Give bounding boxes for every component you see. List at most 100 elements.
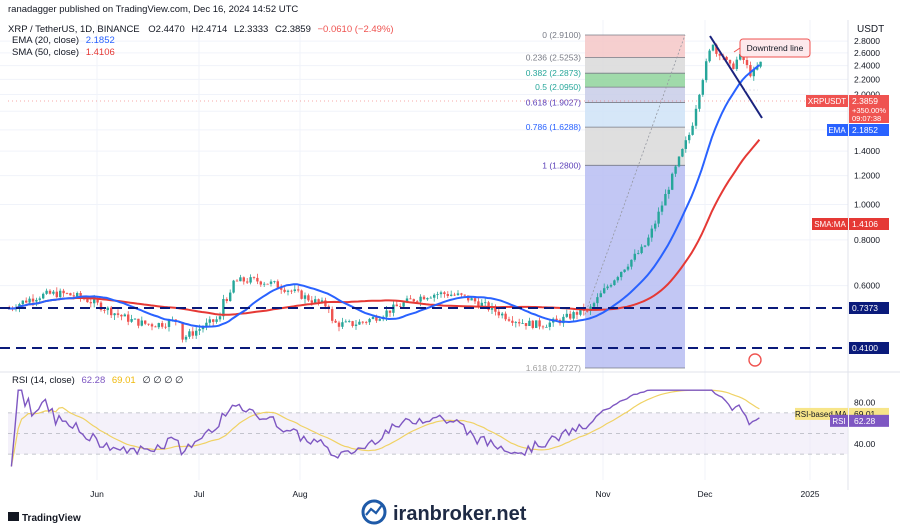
candle-body xyxy=(528,320,531,326)
candle-body xyxy=(225,299,228,302)
candle-body xyxy=(184,336,188,340)
tradingview-logo[interactable]: TradingView xyxy=(8,512,81,524)
fib-zone xyxy=(585,57,685,74)
candle-body xyxy=(521,323,524,324)
tradingview-brand: TradingView xyxy=(22,513,81,524)
candle-body xyxy=(507,319,511,321)
candle-body xyxy=(752,69,755,77)
candle-body xyxy=(538,320,541,327)
candle-body xyxy=(467,295,470,301)
candle-body xyxy=(609,285,613,287)
candle-body xyxy=(569,313,572,319)
candle-body xyxy=(235,280,239,282)
sma-value-badge xyxy=(849,218,889,230)
candle-body xyxy=(127,314,130,322)
candle-body xyxy=(195,330,198,336)
candle-body xyxy=(681,148,684,157)
time-tick: Nov xyxy=(595,489,611,499)
rsi-pane xyxy=(8,389,848,467)
candle-body xyxy=(535,320,538,328)
candle-body xyxy=(147,323,150,325)
ema-legend: EMA (20, close) 2.1852 xyxy=(12,35,115,46)
fib-zone xyxy=(585,165,685,368)
publish-line: ranadagger published on TradingView.com,… xyxy=(8,4,298,15)
annotation-pointer xyxy=(733,47,741,53)
candle-body xyxy=(256,277,259,282)
candle-body xyxy=(371,316,375,319)
candle-body xyxy=(140,320,143,326)
sma-label-badge xyxy=(812,218,848,230)
candle-body xyxy=(280,287,283,290)
fib-zone xyxy=(585,127,685,166)
candle-body xyxy=(133,318,137,320)
price-tick: 2.6000 xyxy=(854,48,880,58)
candle-body xyxy=(378,319,381,321)
candle-body xyxy=(613,280,616,286)
support-badge xyxy=(849,302,889,314)
candle-body xyxy=(606,286,609,289)
fibonacci-retracement[interactable]: 0 (2.9100) 0.236 (2.5253) 0.382 (2.2873) 0.… xyxy=(526,30,686,373)
candle-body xyxy=(252,277,256,278)
fib-level-label: 1 (1.2800) xyxy=(542,160,581,170)
candle-body xyxy=(35,299,38,302)
candle-body xyxy=(701,80,704,95)
candle-body xyxy=(103,309,106,311)
candle-body xyxy=(388,310,392,313)
candle-body xyxy=(266,283,269,285)
candle-body xyxy=(660,205,664,212)
candle-body xyxy=(708,50,711,62)
candle-body xyxy=(164,326,167,328)
support-badge xyxy=(849,342,889,354)
candle-body xyxy=(218,316,222,320)
candle-body xyxy=(120,314,123,317)
candle-body xyxy=(25,300,28,303)
drawings[interactable]: Downtrend line xyxy=(0,35,848,367)
time-tick: Jul xyxy=(194,489,205,499)
candle-body xyxy=(232,280,235,293)
replay-icon[interactable] xyxy=(748,353,762,367)
price-tick: 2.2000 xyxy=(854,74,880,84)
fib-zone xyxy=(585,35,685,58)
annotation-text: Downtrend line xyxy=(747,43,804,53)
candle-body xyxy=(201,327,205,330)
candle-body xyxy=(86,299,89,303)
time-tick: Jun xyxy=(90,489,104,499)
candle-body xyxy=(545,326,548,328)
candle-body xyxy=(65,293,69,294)
candle-body xyxy=(480,302,483,307)
candle-body xyxy=(96,299,99,303)
candle-body xyxy=(399,306,402,308)
candle-body xyxy=(684,140,687,149)
candle-body xyxy=(310,300,313,303)
fib-level-label: 0.618 (1.9027) xyxy=(526,97,581,107)
candle-body xyxy=(565,313,568,317)
symbol-line: XRP / TetherUS, 1D, BINANCE O2.4470 H2.4… xyxy=(8,24,394,35)
price-series xyxy=(8,43,762,343)
candle-body xyxy=(470,298,473,301)
price-tick: 2.8000 xyxy=(854,36,880,46)
candle-body xyxy=(273,281,276,283)
candle-body xyxy=(62,290,65,294)
downtrend-line[interactable] xyxy=(709,35,763,119)
candle-body xyxy=(759,61,762,67)
candle-body xyxy=(531,320,534,328)
candle-body xyxy=(616,277,619,281)
price-tick: 1.0000 xyxy=(854,200,880,210)
candle-body xyxy=(344,321,347,323)
candle-body xyxy=(208,319,211,323)
price-tick: 1.4000 xyxy=(854,146,880,156)
currency-label[interactable]: USDT xyxy=(857,24,884,35)
price-tick: 0.6000 xyxy=(854,281,880,291)
last-price-value: 2.3859 xyxy=(852,96,878,106)
candle-body xyxy=(191,331,194,336)
candle-body xyxy=(21,300,24,305)
last-price-change: +350.00% xyxy=(852,106,886,115)
candle-body xyxy=(524,323,528,326)
candle-body xyxy=(150,324,154,327)
candle-body xyxy=(623,269,626,272)
fib-zone xyxy=(585,102,685,128)
price-tick: 0.8000 xyxy=(854,235,880,245)
candle-body xyxy=(48,290,52,294)
candle-body xyxy=(307,295,310,301)
